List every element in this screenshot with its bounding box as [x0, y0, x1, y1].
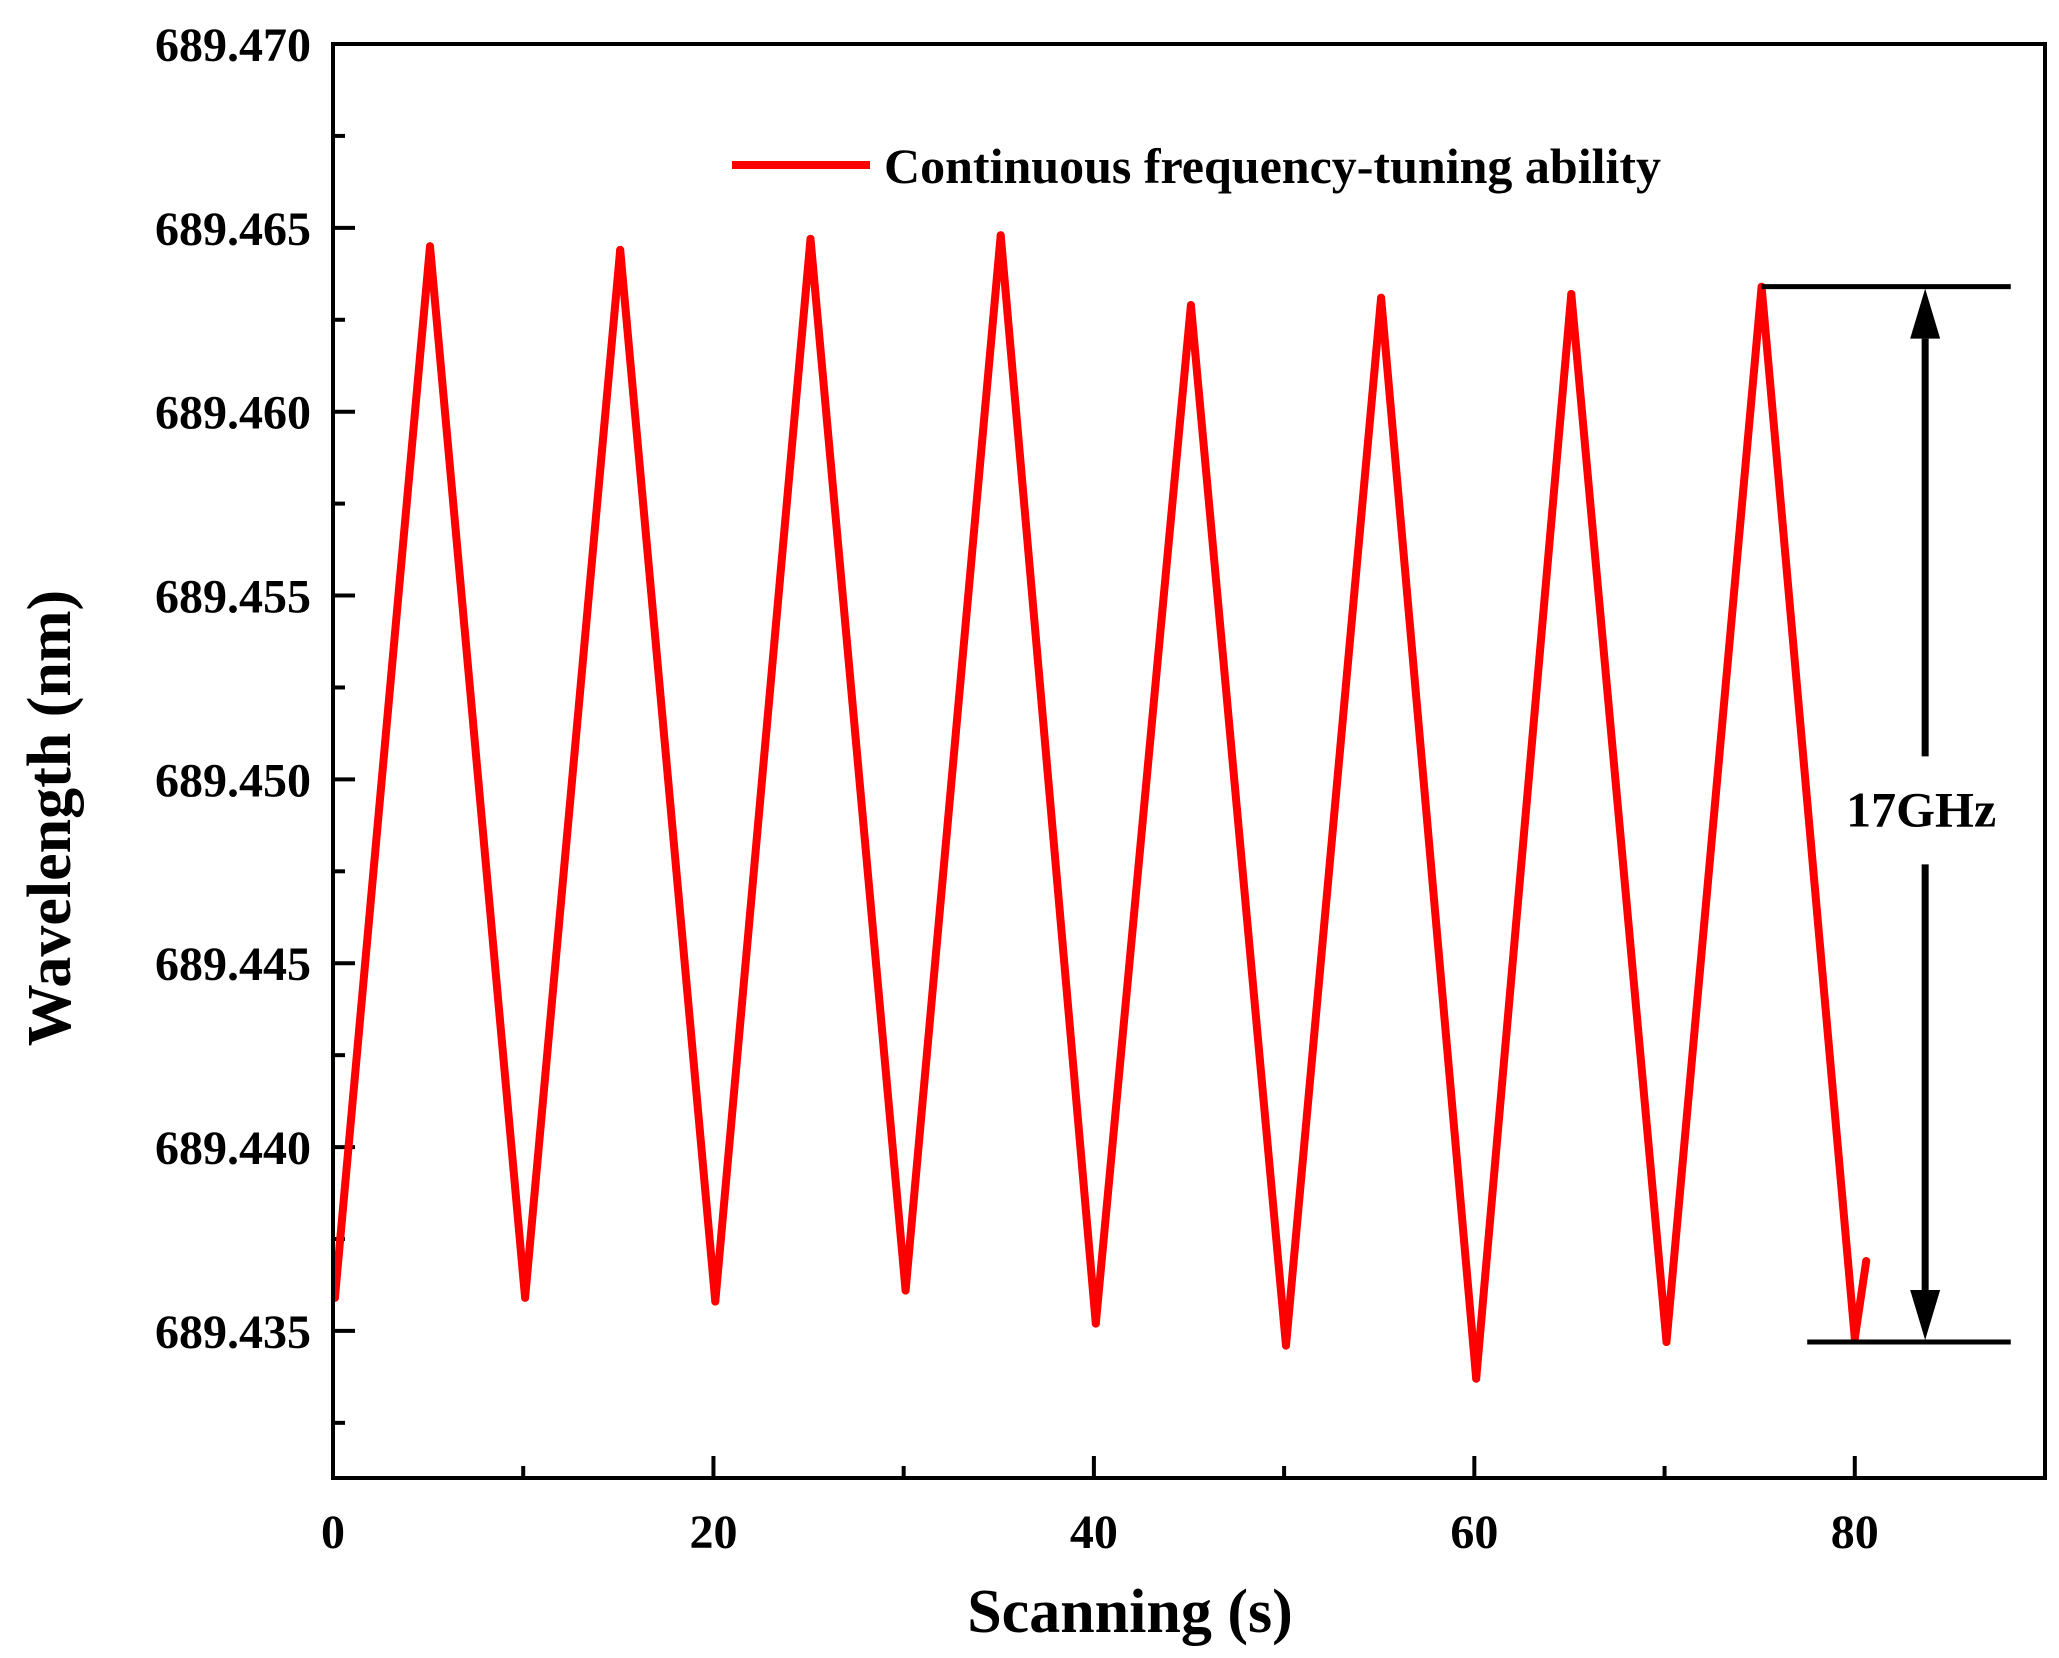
series-line [330, 231, 1871, 1383]
legend: Continuous frequency-tuning ability [732, 138, 1661, 194]
y-tick-label: 689.445 [155, 938, 311, 991]
annotation-label: 17GHz [1846, 781, 1996, 837]
x-tick-label: 0 [321, 1506, 345, 1559]
series-point [521, 1293, 530, 1302]
series-point [1472, 1374, 1481, 1383]
y-tick-label: 689.440 [155, 1122, 311, 1175]
y-tick-label: 689.450 [155, 754, 311, 807]
series-point [616, 245, 625, 254]
x-tick-label: 80 [1831, 1506, 1879, 1559]
series-point [1091, 1319, 1100, 1328]
x-tick-label: 60 [1450, 1506, 1498, 1559]
annotation-arrowhead-down [1910, 1289, 1941, 1340]
annotation-layer: 17GHz [1761, 284, 2011, 1345]
series-point [996, 231, 1005, 240]
plot-frame [331, 42, 2047, 1480]
y-tick-label: 689.470 [155, 19, 311, 72]
x-axis-title: Scanning (s) [967, 1578, 1293, 1646]
series-point [806, 234, 815, 243]
y-axis-title: Wavelength (nm) [16, 590, 84, 1046]
y-tick-label: 689.465 [155, 203, 311, 256]
x-tick-label: 40 [1070, 1506, 1118, 1559]
series-point [426, 242, 434, 251]
series-point [1377, 293, 1386, 302]
series-point [1862, 1257, 1871, 1266]
series-point [1282, 1341, 1290, 1350]
y-tick-label: 689.460 [155, 387, 311, 440]
series-point [1186, 301, 1195, 310]
y-tick-label: 689.435 [155, 1306, 311, 1359]
x-axis-tick-labels: 0 20 40 60 80 [321, 1506, 1879, 1559]
series-point [1662, 1338, 1671, 1346]
y-axis-tick-labels: 689.435 689.440 689.445 689.450 689.455 689.4… [155, 19, 311, 1359]
annotation-arrowhead-up [1910, 288, 1941, 339]
series-point [711, 1297, 720, 1306]
series-point [901, 1286, 910, 1295]
legend-label: Continuous frequency-tuning ability [884, 138, 1661, 194]
series-point [1567, 290, 1576, 298]
y-tick-label: 689.455 [155, 571, 311, 624]
x-tick-label: 20 [689, 1506, 737, 1559]
